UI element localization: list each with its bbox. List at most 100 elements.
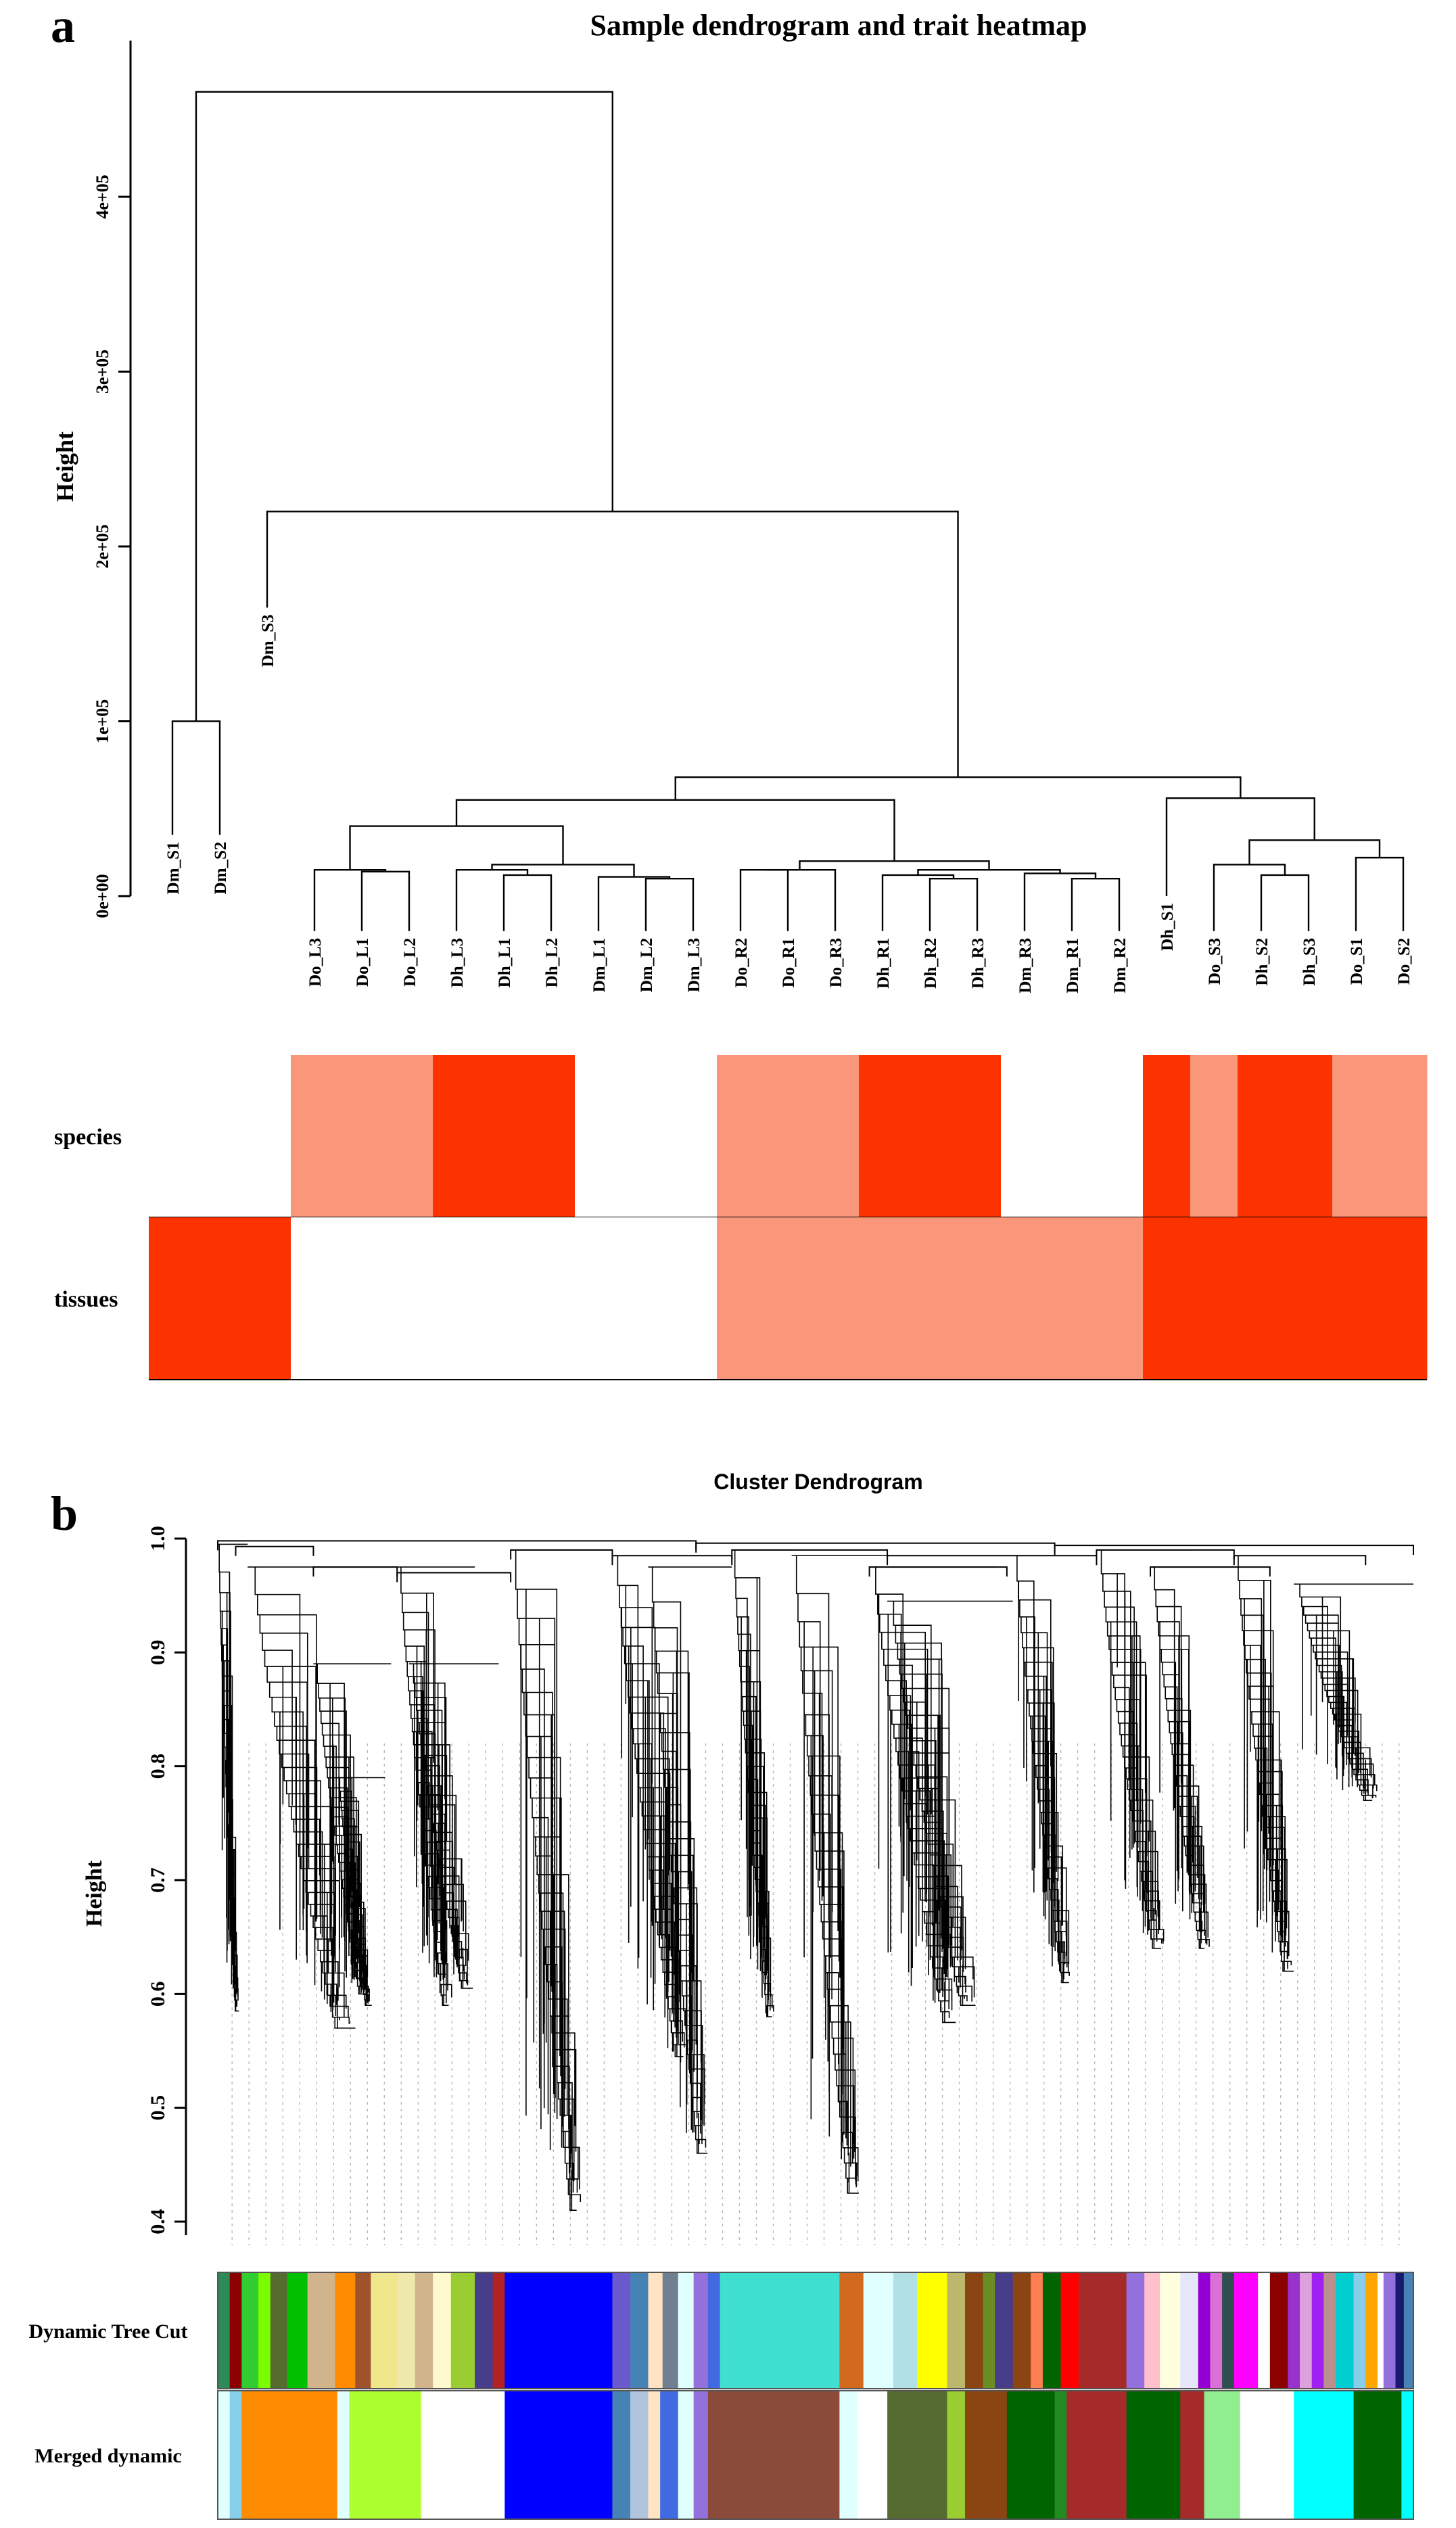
- dendrogram-merge-8: [349, 825, 564, 870]
- module-color-row0-seg-14: [475, 2272, 494, 2389]
- module-color-row0-seg-35: [1042, 2272, 1061, 2389]
- module-color-row0-seg-32: [995, 2272, 1014, 2389]
- leaf-label-dh-r3: Dh_R3: [969, 938, 987, 989]
- module-color-row0-seg-21: [678, 2272, 695, 2389]
- module-color-row0-seg-5: [287, 2272, 308, 2389]
- cluster-merge-10: [1096, 1549, 1235, 1560]
- cluster-merge-8: [731, 1549, 889, 1560]
- module-color-row0-seg-2: [241, 2272, 259, 2389]
- leaf-label-do-s2: Do_S2: [1395, 938, 1413, 985]
- module-color-row1-seg-9: [648, 2391, 661, 2519]
- leaf-label-dm-r2: Dm_R2: [1111, 938, 1129, 993]
- trait-tissues-cell-0: [149, 1217, 291, 1380]
- module-color-row0-seg-46: [1258, 2272, 1271, 2389]
- module-color-row0-seg-49: [1300, 2272, 1313, 2389]
- dendrogram-merge-5: [644, 877, 695, 931]
- trait-tissues-cell-3: [1143, 1217, 1428, 1380]
- y-tick-label-4: 0.8: [147, 1754, 169, 1779]
- dendrogram-merge-13: [1071, 877, 1121, 931]
- module-color-row0-seg-51: [1323, 2272, 1336, 2389]
- leaf-label-dm-l1: Dm_L1: [590, 938, 609, 993]
- module-color-row1-seg-27: [1353, 2391, 1402, 2519]
- dendrogram-merge-20: [1355, 856, 1405, 931]
- panel-b-label: b: [51, 1487, 78, 1541]
- module-color-row0-seg-24: [720, 2272, 840, 2389]
- trait-species-cell-4: [717, 1055, 860, 1217]
- dendrogram-merge-3: [502, 874, 553, 931]
- module-color-row0-seg-12: [433, 2272, 452, 2389]
- cluster-merge-7: [611, 1555, 733, 1566]
- dendrogram-merge-6: [597, 876, 671, 931]
- y-tick-label-3: 3e+05: [93, 350, 112, 394]
- y-tick-label-2: 0.6: [147, 1982, 169, 2007]
- module-color-row1-seg-8: [630, 2391, 649, 2519]
- dendrogram-merge-22: [1165, 797, 1315, 896]
- cluster-branch-13: [1012, 1555, 1097, 1984]
- cluster-merge-0: [217, 1540, 697, 1551]
- cluster-merge-13: [1150, 1566, 1271, 1577]
- trait-tissues-cell-2: [717, 1217, 1144, 1380]
- cluster-branch-12: [887, 1600, 1013, 2006]
- y-tick-label-6: 1.0: [147, 1526, 169, 1551]
- module-color-row0-seg-16: [504, 2272, 613, 2389]
- leaf-label-do-s3: Do_S3: [1206, 938, 1224, 985]
- dendrogram-merge-24: [266, 511, 959, 778]
- leaf-label-do-l3: Do_L3: [306, 938, 325, 987]
- module-color-row0-seg-47: [1269, 2272, 1288, 2389]
- trait-species-cell-10: [1332, 1055, 1428, 1217]
- module-color-row0-seg-11: [415, 2272, 433, 2389]
- module-color-row0-seg-15: [492, 2272, 505, 2389]
- module-color-row0-seg-55: [1377, 2272, 1384, 2389]
- cluster-branch-14: [1096, 1549, 1192, 1949]
- dendrogram-merge-21: [1248, 839, 1381, 865]
- trait-species-cell-9: [1238, 1055, 1333, 1217]
- panel-a-y-ticks: 0e+00 1e+05 2e+05 3e+05 4e+05: [93, 174, 131, 918]
- module-color-row1-seg-28: [1401, 2391, 1414, 2519]
- y-tick-label-1: 0.5: [147, 2095, 169, 2121]
- module-color-row1-seg-21: [1066, 2391, 1127, 2519]
- trait-species-cell-3: [575, 1055, 718, 1217]
- cluster-merge-11: [1233, 1555, 1367, 1566]
- module-color-row1-seg-16: [887, 2391, 947, 2519]
- module-color-row1-seg-2: [241, 2391, 338, 2519]
- leaf-label-do-r2: Do_R2: [732, 938, 751, 988]
- dendrogram-merge-4: [455, 869, 529, 931]
- dendrogram-merge-2: [313, 869, 387, 931]
- cluster-merge-3: [235, 1545, 314, 1556]
- cluster-merge-1: [695, 1542, 1056, 1553]
- leaf-label-dm-l3: Dm_L3: [685, 938, 703, 993]
- module-color-row0-seg-30: [965, 2272, 984, 2389]
- y-tick-label-4: 4e+05: [93, 174, 112, 218]
- panel-b-y-ticks: 0.4 0.5 0.6 0.7 0.8 0.9 1.0: [147, 1526, 186, 2234]
- y-tick-label-3: 0.7: [147, 1867, 169, 1893]
- leaf-label-do-l2: Do_L2: [401, 938, 419, 987]
- module-color-row1-seg-4: [349, 2391, 422, 2519]
- module-color-row0-seg-18: [630, 2272, 649, 2389]
- trait-tissues-cell-1: [291, 1217, 718, 1380]
- module-color-row0-seg-38: [1126, 2272, 1145, 2389]
- module-color-row0-seg-10: [397, 2272, 416, 2389]
- leaf-label-dh-l2: Dh_L2: [543, 938, 561, 988]
- panel-b-module-colors: [217, 2272, 1414, 2520]
- cluster-branch-5: [408, 1663, 499, 1989]
- module-color-row0-seg-54: [1365, 2272, 1378, 2389]
- module-color-row0-seg-1: [229, 2272, 242, 2389]
- module-color-row0-seg-44: [1222, 2272, 1235, 2389]
- module-color-row0-seg-45: [1234, 2272, 1259, 2389]
- module-color-row0-seg-19: [648, 2272, 663, 2389]
- y-tick-label-1: 1e+05: [93, 699, 112, 743]
- module-color-row0-seg-41: [1180, 2272, 1199, 2389]
- module-color-row0-seg-34: [1031, 2272, 1043, 2389]
- module-color-row1-frame: [217, 2390, 1414, 2520]
- panel-a-leaf-labels: Dm_S1 Dm_S2 Dm_S3 Do_L3 Do_L1 Do_L2 Dh_L3 Dh_L1…: [164, 614, 1413, 993]
- cluster-merge-9: [887, 1555, 1098, 1566]
- module-color-row0-seg-56: [1383, 2272, 1396, 2389]
- cluster-merge-5: [396, 1572, 512, 1583]
- module-color-row0-seg-29: [947, 2272, 966, 2389]
- module-color-row1-seg-18: [965, 2391, 1008, 2519]
- module-color-row0-seg-40: [1160, 2272, 1181, 2389]
- dendrogram-merge-18: [1260, 874, 1310, 931]
- dendrogram-merge-25: [195, 91, 613, 722]
- module-color-row0-seg-36: [1060, 2272, 1079, 2389]
- leaf-label-dh-l3: Dh_L3: [448, 938, 467, 988]
